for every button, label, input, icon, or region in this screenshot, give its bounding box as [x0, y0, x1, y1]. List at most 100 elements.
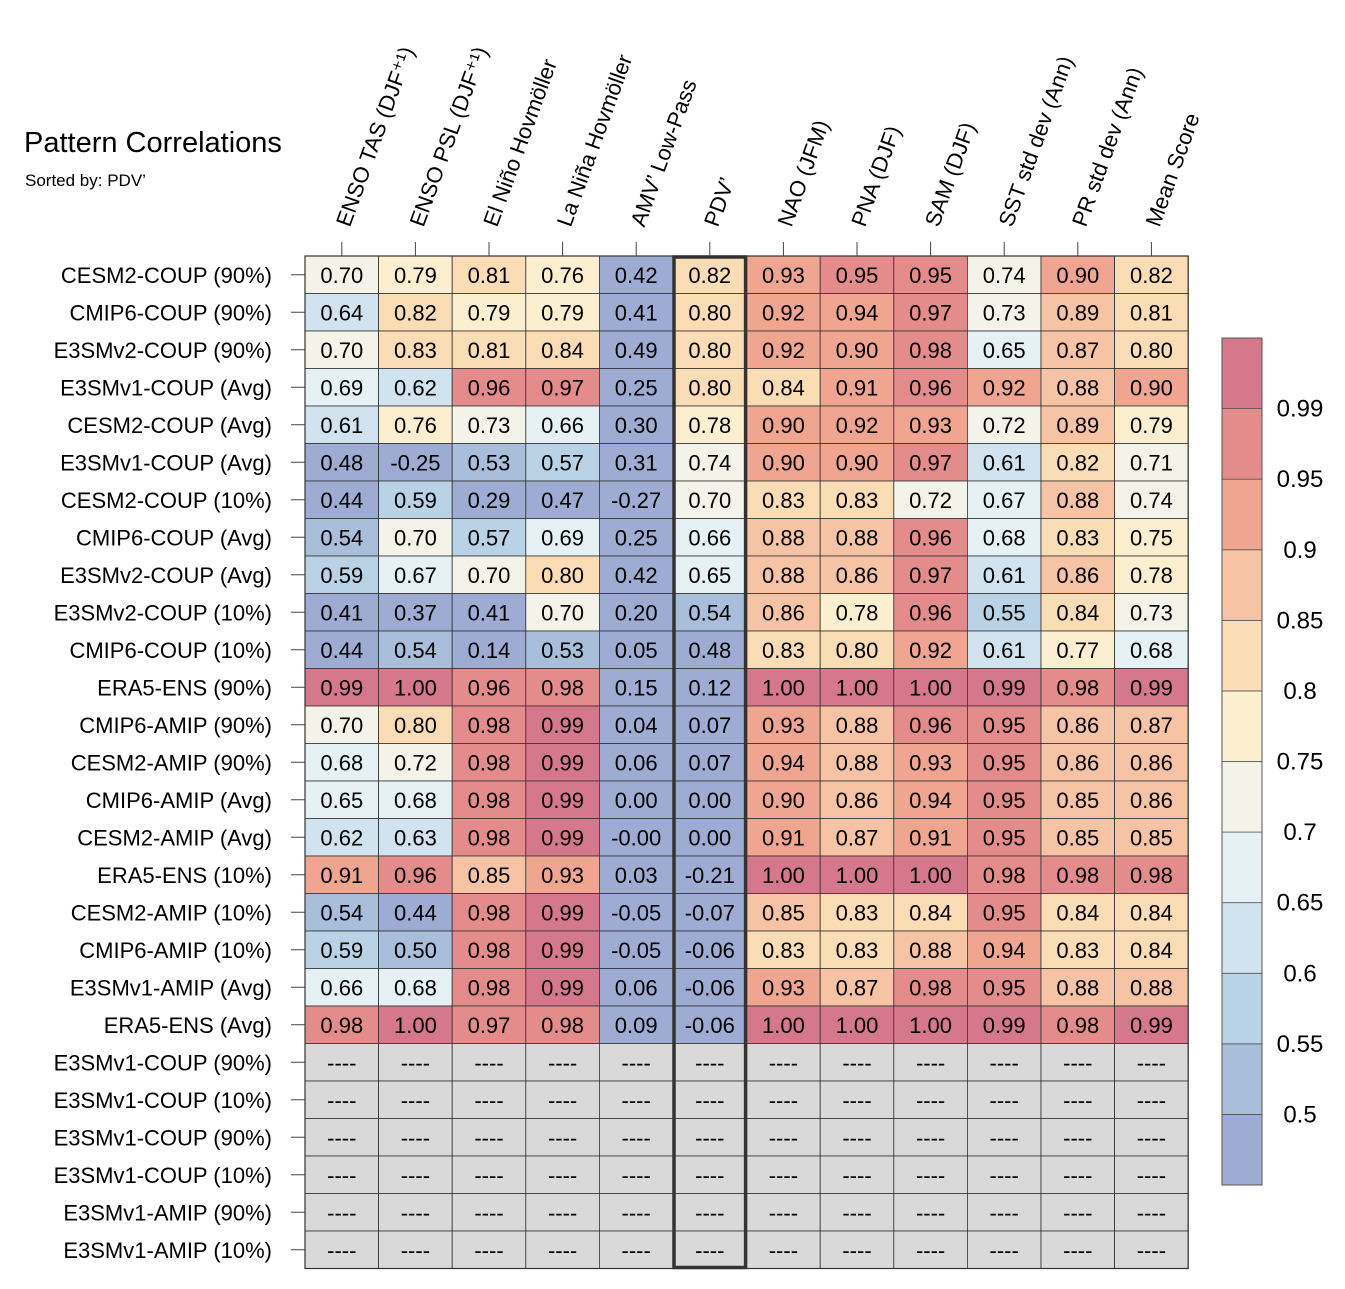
cell-value-label: 0.14	[468, 638, 511, 663]
cell-value-label: 0.88	[909, 938, 952, 963]
heatmap-cell	[451, 818, 527, 857]
heatmap-cell	[378, 1005, 453, 1044]
colorbar-tick-label: 0.6	[1283, 960, 1316, 987]
cell-value-label: 0.03	[615, 863, 658, 888]
heatmap-cell	[967, 855, 1042, 894]
cell-value-label: 0.80	[541, 563, 584, 588]
cell-value-label: 0.57	[468, 525, 511, 550]
heatmap-cell	[1040, 405, 1115, 444]
column-label: Mean Score	[1141, 110, 1205, 230]
cell-value-label: 0.95	[983, 825, 1026, 850]
cell-value-label: ----	[548, 1238, 577, 1263]
cell-value-label: 0.66	[541, 413, 584, 438]
cell-value-label: -0.27	[611, 488, 661, 513]
cell-value-label: 0.92	[762, 338, 805, 363]
cell-value-label: 0.66	[320, 975, 363, 1000]
heatmap-cell	[893, 518, 968, 557]
heatmap-cell	[893, 443, 968, 482]
cell-value-label: 0.89	[1056, 300, 1099, 325]
row-label: ERA5-ENS (90%)	[97, 675, 272, 700]
heatmap-cell	[967, 443, 1042, 482]
cell-value-label: 0.62	[320, 825, 363, 850]
cell-value-label: ----	[916, 1050, 945, 1075]
heatmap-cell	[672, 1080, 747, 1119]
cell-value-label: ----	[1063, 1200, 1092, 1225]
cell-value-label: 0.88	[1056, 375, 1099, 400]
cell-value-label: 1.00	[836, 675, 879, 700]
cell-value-label: 0.68	[394, 975, 437, 1000]
heatmap-cell	[378, 743, 453, 782]
heatmap-cell	[672, 893, 747, 932]
heatmap-cell	[599, 330, 674, 369]
cell-value-label: 0.97	[909, 563, 952, 588]
heatmap-cell	[599, 668, 674, 707]
cell-value-label: 0.57	[541, 450, 584, 475]
heatmap-cell	[378, 893, 453, 932]
cell-value-label: ----	[548, 1088, 577, 1113]
heatmap-cell	[451, 968, 527, 1007]
row-label: CESM2-COUP (10%)	[61, 488, 272, 513]
heatmap-cell	[378, 1230, 453, 1269]
cell-value-label: 0.88	[1056, 975, 1099, 1000]
cell-value-label: ----	[695, 1125, 724, 1150]
heatmap-cell	[1040, 255, 1115, 294]
cell-value-label: 0.93	[762, 975, 805, 1000]
cell-value-label: 0.00	[615, 788, 658, 813]
cell-value-label: 0.84	[1130, 938, 1173, 963]
cell-value-label: 0.59	[320, 938, 363, 963]
heatmap-cell	[1040, 1118, 1115, 1157]
colorbar-segment	[1221, 1114, 1263, 1186]
cell-value-label: ----	[916, 1163, 945, 1188]
cell-value-label: 0.85	[1056, 825, 1099, 850]
cell-value-label: 0.86	[762, 600, 805, 625]
cell-value-label: 0.78	[836, 600, 879, 625]
cell-value-label: 0.48	[320, 450, 363, 475]
colorbar-tick-label: 0.7	[1283, 819, 1316, 846]
cell-value-label: ----	[695, 1163, 724, 1188]
heatmap-cell	[893, 405, 968, 444]
chart-title: Pattern Correlations	[24, 127, 282, 159]
heatmap-cell	[672, 555, 747, 594]
cell-value-label: 0.84	[909, 900, 952, 925]
heatmap-cell	[525, 1155, 600, 1194]
row-label: CESM2-AMIP (90%)	[71, 750, 272, 775]
heatmap-cell	[304, 1080, 379, 1119]
cell-value-label: 0.91	[909, 825, 952, 850]
heatmap-cell	[378, 518, 453, 557]
cell-value-label: ----	[769, 1200, 798, 1225]
cell-value-label: ----	[916, 1125, 945, 1150]
cell-value-label: ----	[842, 1050, 871, 1075]
heatmap-cell	[893, 330, 968, 369]
cell-value-label: ----	[1063, 1238, 1092, 1263]
heatmap-cell	[451, 1155, 527, 1194]
cell-value-label: ----	[474, 1200, 503, 1225]
cell-value-label: ----	[622, 1163, 651, 1188]
cell-value-label: 0.88	[836, 750, 879, 775]
heatmap-cell	[525, 405, 600, 444]
heatmap-cell	[599, 593, 674, 632]
heatmap-cell	[819, 893, 895, 932]
cell-value-label: 0.80	[688, 375, 731, 400]
cell-value-label: 0.98	[468, 788, 511, 813]
heatmap-cell	[1114, 593, 1189, 632]
cell-value-label: 0.88	[836, 525, 879, 550]
cell-value-label: ----	[842, 1163, 871, 1188]
heatmap-cell	[1040, 330, 1115, 369]
row-label: E3SMv1-COUP (10%)	[54, 1163, 272, 1188]
heatmap-cell	[304, 518, 379, 557]
cell-value-label: 0.88	[1130, 975, 1173, 1000]
cell-value-label: 0.79	[468, 300, 511, 325]
heatmap-cell	[304, 780, 379, 819]
cell-value-label: 0.70	[468, 563, 511, 588]
row-label: E3SMv1-COUP (10%)	[54, 1088, 272, 1113]
cell-value-label: 0.90	[1130, 375, 1173, 400]
cell-value-label: 0.92	[909, 638, 952, 663]
heatmap-cell	[1114, 705, 1189, 744]
cell-value-label: ----	[327, 1163, 356, 1188]
cell-value-label: 0.85	[762, 900, 805, 925]
heatmap-cell	[1114, 1043, 1189, 1082]
row-label: CESM2-AMIP (10%)	[71, 900, 272, 925]
heatmap-cell	[1040, 968, 1115, 1007]
cell-value-label: 0.97	[468, 1013, 511, 1038]
heatmap-cell	[304, 480, 379, 519]
